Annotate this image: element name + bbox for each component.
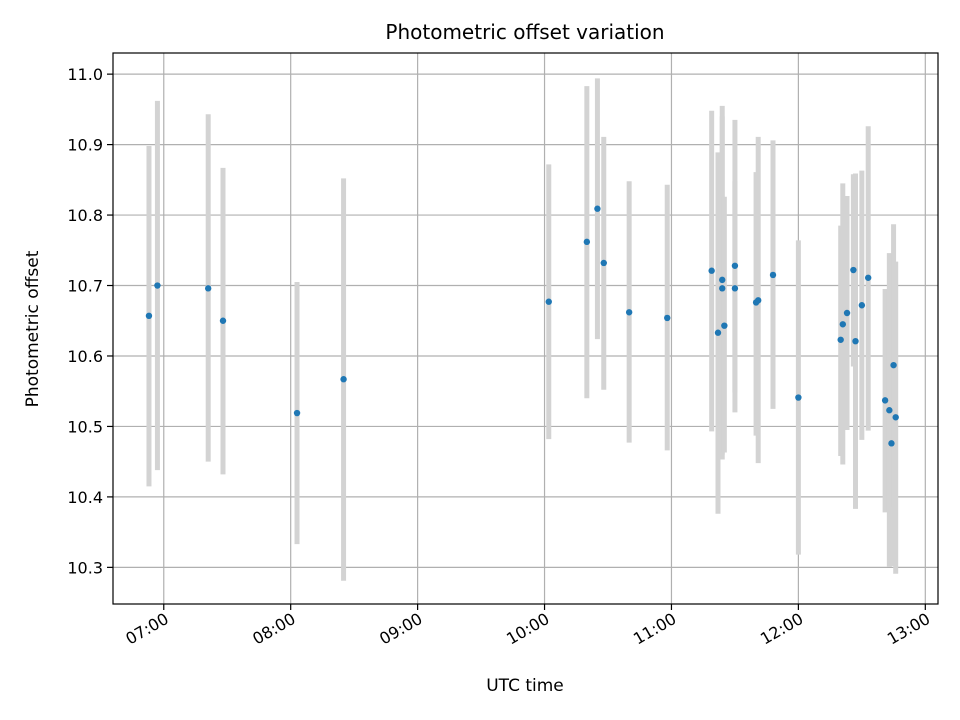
y-tick-label: 10.5	[67, 417, 103, 436]
data-point	[888, 440, 895, 447]
data-point	[850, 266, 857, 274]
data-point	[545, 298, 552, 305]
data-point	[731, 285, 739, 292]
data-point	[340, 376, 347, 383]
data-point	[600, 259, 607, 267]
data-point	[714, 329, 722, 336]
data-point	[890, 361, 897, 369]
data-point	[886, 407, 893, 414]
data-points	[145, 205, 899, 447]
data-point	[858, 302, 866, 309]
y-tick-label: 10.8	[67, 206, 103, 225]
data-point	[719, 276, 726, 284]
data-point	[154, 282, 161, 289]
data-point	[583, 238, 591, 246]
data-point	[839, 321, 847, 328]
data-point	[204, 285, 212, 292]
data-point	[892, 414, 899, 421]
x-axis-label: UTC time	[486, 676, 564, 696]
y-tick-label: 10.4	[67, 488, 103, 507]
data-point	[721, 322, 728, 329]
data-point	[769, 271, 777, 279]
data-point	[719, 285, 726, 292]
data-point	[594, 205, 601, 212]
data-point	[145, 312, 153, 320]
data-point	[293, 409, 301, 417]
data-point	[843, 309, 851, 317]
data-point	[852, 337, 859, 345]
data-point	[881, 397, 889, 404]
data-point	[837, 336, 844, 343]
data-point	[708, 267, 715, 274]
y-tick-label: 10.7	[67, 277, 103, 296]
data-point	[864, 274, 872, 281]
y-tick-label: 11.0	[67, 65, 103, 84]
data-point	[664, 314, 671, 322]
y-tick-label: 10.9	[67, 136, 103, 155]
data-point	[731, 262, 739, 269]
plot-frame	[112, 52, 939, 605]
chart-title: Photometric offset variation	[385, 20, 664, 44]
y-axis-label: Photometric offset	[23, 250, 43, 407]
y-tick-label: 10.6	[67, 347, 103, 366]
data-point	[625, 309, 633, 316]
data-point	[219, 317, 227, 324]
data-point	[795, 394, 802, 401]
data-point	[754, 297, 762, 304]
y-tick-label: 10.3	[67, 558, 103, 577]
